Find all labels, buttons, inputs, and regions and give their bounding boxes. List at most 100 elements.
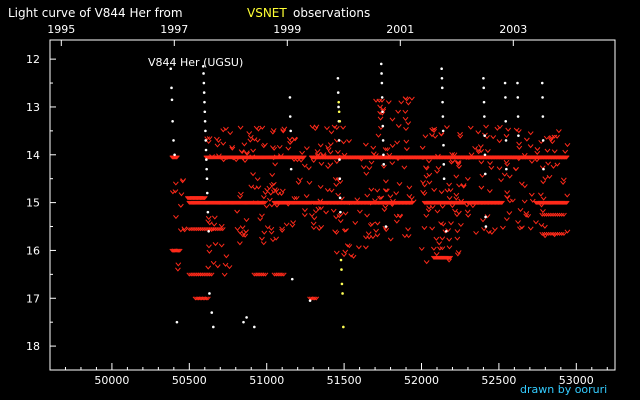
observation-point: [203, 120, 207, 123]
limit-marker: [300, 155, 306, 160]
limit-marker: [380, 164, 387, 169]
limit-marker: [433, 251, 440, 257]
limit-marker: [422, 134, 429, 139]
limit-marker: [309, 124, 316, 129]
observation-point: [484, 225, 488, 228]
limit-marker: [543, 212, 550, 217]
limit-marker: [251, 185, 258, 190]
limit-marker: [305, 166, 312, 171]
limit-marker: [450, 200, 457, 205]
limit-marker: [435, 165, 442, 171]
limit-marker: [269, 173, 276, 178]
limit-marker: [481, 227, 487, 232]
limit-marker: [496, 139, 503, 144]
observation-point: [171, 120, 174, 123]
observation-point: [339, 210, 342, 214]
limit-marker: [538, 203, 545, 208]
limit-marker: [364, 213, 370, 218]
limit-marker: [363, 142, 369, 147]
limit-marker: [479, 173, 486, 178]
observation-point: [205, 158, 208, 161]
limit-marker: [558, 212, 565, 217]
limit-marker: [506, 211, 513, 216]
limit-marker: [540, 208, 546, 214]
limit-marker: [420, 180, 426, 185]
limit-marker: [306, 180, 313, 185]
observation-point: [442, 143, 445, 147]
limit-marker: [389, 143, 396, 148]
limit-marker: [562, 200, 569, 205]
limit-marker: [438, 132, 445, 137]
limit-marker: [289, 223, 296, 228]
limit-marker: [254, 138, 261, 143]
limit-marker: [291, 136, 298, 141]
limit-marker: [330, 208, 337, 213]
limit-marker: [539, 231, 546, 236]
limit-marker: [234, 226, 241, 231]
limit-marker: [341, 152, 348, 157]
limit-marker: [352, 221, 359, 226]
limit-marker: [181, 228, 188, 233]
limit-marker: [538, 222, 545, 228]
observation-point: [442, 177, 446, 180]
limit-marker: [483, 124, 489, 129]
limit-marker: [448, 160, 455, 165]
limit-marker: [455, 160, 462, 165]
observation-point: [339, 258, 343, 262]
observation-point: [542, 167, 545, 171]
limit-marker: [229, 146, 236, 151]
limit-marker: [382, 188, 389, 193]
limit-marker: [377, 116, 384, 121]
limit-marker: [312, 126, 319, 132]
limit-marker: [486, 230, 492, 235]
limit-marker: [221, 272, 228, 277]
limit-marker: [268, 203, 275, 208]
bottom-tick-label: 51000: [249, 374, 284, 387]
observation-point: [308, 299, 312, 302]
limit-marker: [503, 217, 510, 222]
observation-point: [484, 215, 487, 219]
observation-point: [340, 268, 343, 271]
limit-marker: [551, 149, 558, 154]
bottom-tick-label: 51500: [327, 374, 362, 387]
limit-marker: [554, 162, 561, 167]
limit-marker: [456, 183, 462, 188]
chart-header-suffix: observations: [293, 6, 370, 20]
limit-marker: [279, 226, 285, 231]
limit-marker: [383, 201, 389, 206]
limit-marker: [271, 187, 278, 192]
observation-point: [201, 65, 205, 68]
limit-marker: [205, 265, 212, 270]
limit-marker: [517, 207, 524, 213]
limit-marker: [372, 153, 379, 158]
limit-marker: [423, 174, 430, 179]
limit-marker: [403, 139, 410, 144]
limit-marker: [506, 174, 513, 179]
limit-marker: [368, 160, 375, 165]
limit-marker: [521, 184, 528, 189]
limit-marker: [383, 179, 389, 184]
limit-marker: [406, 185, 413, 190]
limit-marker: [205, 139, 212, 144]
limit-marker: [560, 177, 567, 182]
limit-marker: [554, 231, 561, 236]
limit-marker: [333, 159, 340, 165]
limit-marker: [432, 134, 439, 139]
observation-point: [504, 139, 508, 142]
limit-marker: [327, 142, 334, 147]
observation-point: [202, 81, 206, 85]
observation-point: [380, 96, 384, 99]
limit-marker: [543, 135, 550, 140]
observation-point: [505, 167, 508, 171]
observation-point: [442, 163, 446, 166]
limit-marker: [561, 231, 567, 236]
limit-marker: [464, 209, 471, 214]
limit-marker: [372, 198, 378, 203]
limit-marker: [426, 180, 433, 185]
limit-marker: [208, 227, 215, 233]
limit-marker: [419, 145, 426, 150]
limit-marker: [290, 220, 297, 225]
limit-marker: [240, 156, 246, 161]
limit-marker: [299, 150, 306, 155]
limit-marker: [470, 204, 476, 209]
